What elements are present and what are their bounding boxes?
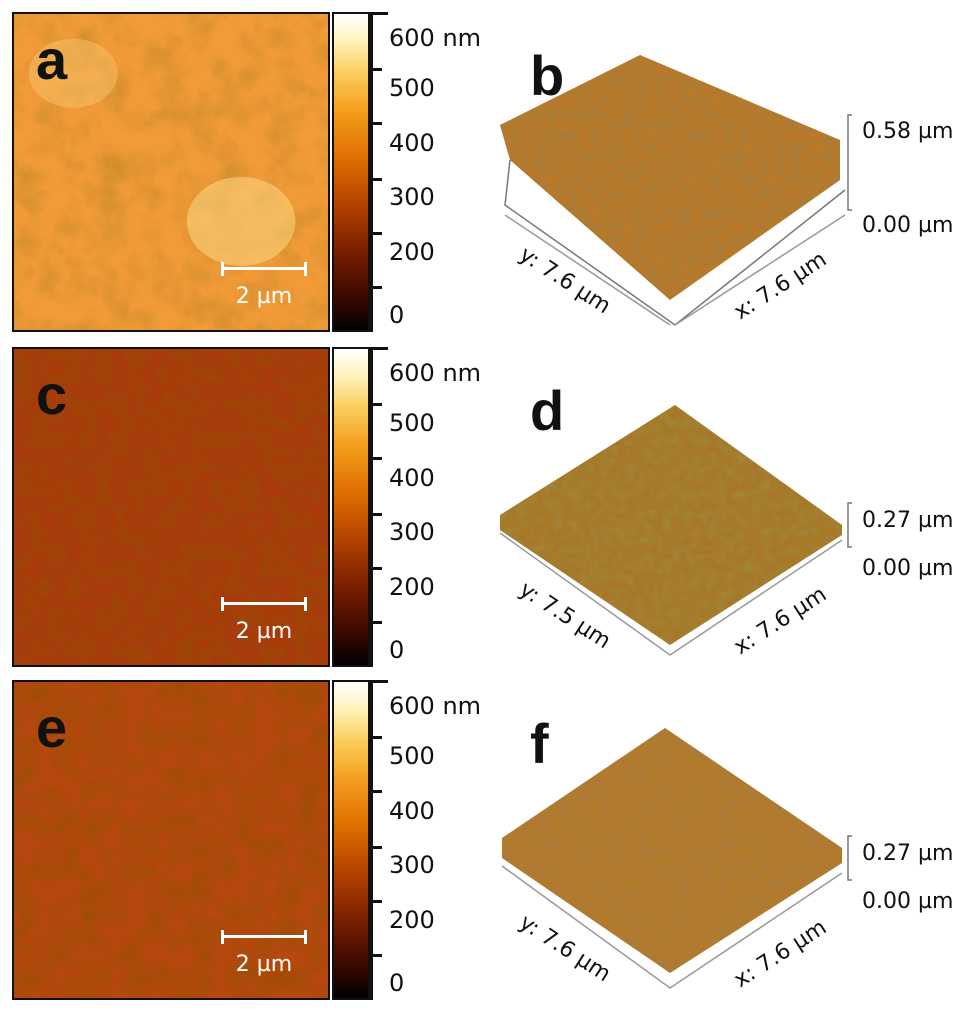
surface-3d-d: 0.27 µm 0.00 µm y: 7.5 µm x: 7.6 µm d (490, 355, 960, 685)
z-min-label: 0.00 µm (862, 556, 953, 581)
height-map-a: a 2 µm (12, 12, 330, 332)
z-max-label: 0.27 µm (862, 841, 953, 866)
colorbar-c (332, 347, 370, 667)
figure-row-cd: c 2 µm 600 nm 500 400 300 200 0 0. (0, 335, 968, 667)
colorbar-tick-600: 600 nm (389, 692, 482, 720)
scale-bar-label: 2 µm (235, 284, 293, 309)
panel-label-d: d (530, 379, 565, 442)
colorbar-tick-500: 500 (389, 409, 435, 437)
x-extent-label: x: 7.6 µm (730, 915, 832, 993)
panel-label-a: a (36, 28, 68, 91)
panel-label-f: f (530, 712, 549, 775)
surface-3d-b: 0.58 µm 0.00 µm y: 7.6 µm x: 7.6 µm b (490, 20, 960, 350)
z-max-label: 0.27 µm (862, 508, 953, 533)
z-min-label: 0.00 µm (862, 889, 953, 914)
colorbar-tick-300: 300 (389, 851, 435, 879)
z-min-label: 0.00 µm (862, 213, 953, 238)
colorbar-tick-500: 500 (389, 74, 435, 102)
height-map-e-texture (14, 682, 328, 998)
colorbar-tick-0: 0 (389, 301, 405, 329)
colorbar-tick-500: 500 (389, 742, 435, 770)
scale-bar (221, 597, 307, 611)
surface-3d-f: 0.27 µm 0.00 µm y: 7.6 µm x: 7.6 µm f (490, 688, 960, 1018)
scale-bar-label: 2 µm (235, 952, 293, 977)
panel-label-e: e (36, 696, 68, 759)
panel-label-b: b (530, 44, 565, 107)
colorbar-tick-300: 300 (389, 183, 435, 211)
panel-label-c: c (36, 363, 68, 426)
y-extent-label: y: 7.6 µm (515, 242, 615, 319)
colorbar-tick-400: 400 (389, 129, 435, 157)
colorbar-tick-400: 400 (389, 797, 435, 825)
scale-bar-label: 2 µm (235, 619, 293, 644)
height-map-c: c 2 µm (12, 347, 330, 667)
colorbar-tick-0: 0 (389, 969, 405, 997)
colorbar-tick-300: 300 (389, 518, 435, 546)
z-max-label: 0.58 µm (862, 119, 953, 144)
colorbar-tick-400: 400 (389, 464, 435, 492)
colorbar-tick-600: 600 nm (389, 359, 482, 387)
figure-row-ab: a 2 µm 600 nm 500 400 300 200 0 (0, 0, 968, 332)
colorbar-tick-0: 0 (389, 636, 405, 664)
colorbar-tick-200: 200 (389, 238, 435, 266)
scale-bar (221, 930, 307, 944)
colorbar-e (332, 680, 370, 1000)
figure-row-ef: e 2 µm 600 nm 500 400 300 200 0 0. (0, 668, 968, 1000)
colorbar-tick-200: 200 (389, 906, 435, 934)
height-map-a-texture (14, 14, 328, 330)
scale-bar (221, 262, 307, 276)
colorbar-tick-600: 600 nm (389, 24, 482, 52)
colorbar-tick-200: 200 (389, 573, 435, 601)
height-map-c-texture (14, 349, 328, 665)
height-map-e: e 2 µm (12, 680, 330, 1000)
x-extent-label: x: 7.6 µm (730, 247, 832, 325)
colorbar-a (332, 12, 370, 332)
